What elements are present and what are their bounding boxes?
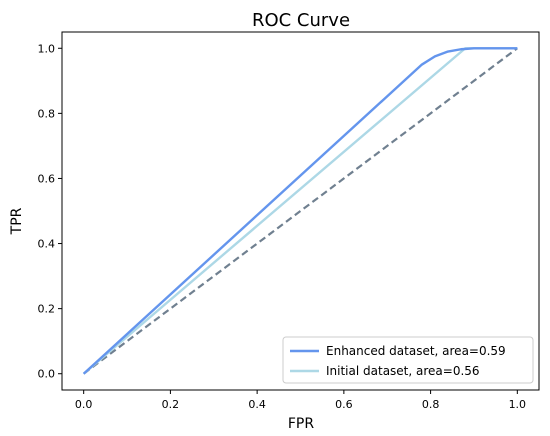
x-tick-label: 0.4: [248, 398, 266, 411]
x-tick-label: 0.8: [422, 398, 440, 411]
y-tick-label: 1.0: [38, 42, 56, 55]
x-tick-label: 0.2: [162, 398, 180, 411]
legend: Enhanced dataset, area=0.59 Initial datas…: [282, 336, 534, 384]
y-axis: 0.0 0.2 0.4 0.6 0.8 1.0: [38, 42, 62, 381]
x-axis: 0.0 0.2 0.4 0.6 0.8 1.0: [75, 390, 526, 411]
legend-label-0: Enhanced dataset, area=0.59: [326, 344, 506, 358]
legend-box: [282, 336, 534, 384]
plot-frame: [61, 31, 540, 391]
reference-line: [83, 47, 518, 375]
y-axis-label: TPR: [9, 207, 25, 235]
x-axis-label: FPR: [288, 416, 314, 432]
y-tick-label: 0.6: [38, 172, 56, 185]
series-line-0: [82, 47, 518, 375]
x-tick-label: 0.6: [335, 398, 353, 411]
y-tick-label: 0.8: [38, 107, 56, 120]
chart-title: ROC Curve: [252, 10, 350, 31]
plot-area: [61, 31, 540, 391]
y-tick-label: 0.4: [38, 238, 56, 251]
x-tick-label: 0.0: [75, 398, 93, 411]
y-tick-label: 0.0: [38, 368, 56, 381]
legend-label-1: Initial dataset, area=0.56: [326, 364, 480, 378]
y-tick-label: 0.2: [38, 303, 56, 316]
x-tick-label: 1.0: [509, 398, 527, 411]
